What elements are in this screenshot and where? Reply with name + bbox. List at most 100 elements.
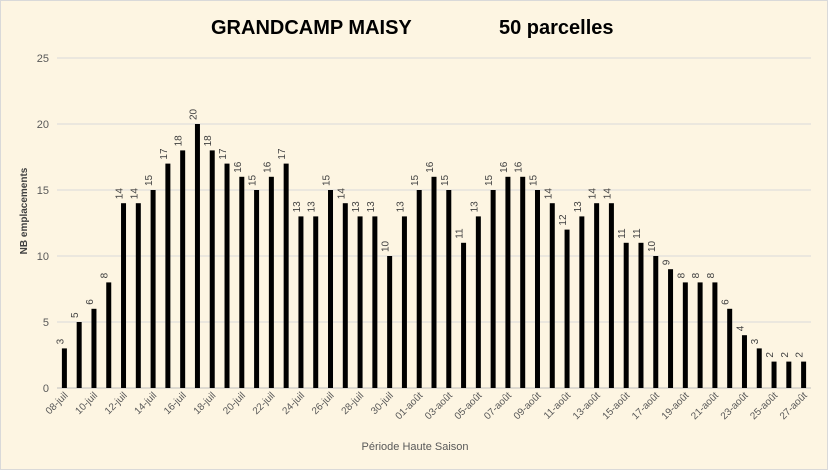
- data-label: 17: [159, 148, 170, 160]
- data-label: 13: [469, 201, 480, 213]
- data-label: 5: [70, 312, 81, 318]
- data-label: 10: [381, 240, 392, 252]
- data-label: 2: [765, 352, 776, 358]
- bar: [697, 282, 703, 388]
- data-label: 17: [277, 148, 288, 160]
- data-label: 11: [455, 228, 466, 239]
- bar: [298, 216, 304, 388]
- bar: [534, 190, 540, 388]
- bar: [224, 163, 230, 388]
- bar: [135, 203, 141, 388]
- x-tick-label: 28-juil: [340, 390, 367, 417]
- x-tick-label: 17-août: [630, 390, 662, 422]
- data-label: 3: [55, 338, 66, 344]
- x-tick-label: 07-août: [482, 390, 514, 422]
- x-tick-label: 27-août: [778, 390, 810, 422]
- data-label: 15: [248, 174, 259, 186]
- data-label: 8: [676, 272, 687, 278]
- bar: [180, 150, 186, 388]
- bar: [342, 203, 348, 388]
- bar: [564, 229, 570, 388]
- x-tick-label: 15-août: [601, 390, 633, 422]
- bar: [372, 216, 378, 388]
- data-label: 16: [262, 161, 273, 173]
- bar: [786, 361, 792, 388]
- data-label: 17: [218, 148, 229, 160]
- bar: [165, 163, 171, 388]
- data-label: 16: [499, 161, 510, 173]
- data-label: 15: [322, 174, 333, 186]
- bar: [475, 216, 481, 388]
- bar: [505, 176, 511, 388]
- x-tick-label: 18-juil: [192, 390, 219, 417]
- data-label: 18: [174, 135, 185, 147]
- bar: [594, 203, 600, 388]
- bar: [446, 190, 452, 388]
- bar: [549, 203, 555, 388]
- bar: [623, 242, 629, 388]
- bar: [401, 216, 407, 388]
- data-label: 13: [292, 201, 303, 213]
- bar: [76, 322, 82, 388]
- x-tick-label: 24-juil: [280, 390, 307, 417]
- chart-subtitle: 50 parcelles: [499, 17, 614, 39]
- y-axis-title: NB emplacements: [19, 167, 30, 254]
- data-label: 13: [395, 201, 406, 213]
- bar: [461, 242, 467, 388]
- bar: [771, 361, 777, 388]
- y-tick-label: 0: [43, 383, 49, 395]
- data-label: 15: [144, 174, 155, 186]
- bar: [91, 308, 97, 388]
- bar: [239, 176, 245, 388]
- data-label: 13: [573, 201, 584, 213]
- data-label: 16: [514, 161, 525, 173]
- data-label: 12: [558, 214, 569, 226]
- data-label: 11: [632, 228, 643, 239]
- bar: [357, 216, 363, 388]
- data-label: 8: [100, 272, 111, 278]
- bar: [268, 176, 274, 388]
- x-tick-label: 26-juil: [310, 390, 337, 417]
- data-label: 3: [750, 338, 761, 344]
- data-label: 14: [602, 188, 613, 200]
- x-tick-label: 03-août: [423, 390, 455, 422]
- x-tick-label: 09-août: [512, 390, 544, 422]
- bar: [712, 282, 718, 388]
- data-label: 8: [706, 272, 717, 278]
- data-label: 2: [780, 352, 791, 358]
- bar: [194, 124, 200, 388]
- data-label: 10: [647, 240, 658, 252]
- bar: [682, 282, 688, 388]
- bar: [638, 242, 644, 388]
- bar: [328, 190, 334, 388]
- data-label: 15: [484, 174, 495, 186]
- y-tick-label: 10: [37, 251, 49, 263]
- bar: [61, 348, 67, 388]
- bar: [490, 190, 496, 388]
- x-tick-label: 13-août: [571, 390, 603, 422]
- y-tick-label: 5: [43, 317, 49, 329]
- x-tick-label: 11-août: [542, 390, 573, 421]
- x-tick-label: 01-août: [394, 390, 426, 422]
- data-label: 13: [366, 201, 377, 213]
- data-label: 6: [85, 299, 96, 305]
- x-tick-label: 14-juil: [133, 390, 160, 417]
- x-tick-label: 19-août: [660, 390, 692, 422]
- bar: [801, 361, 807, 388]
- data-label: 20: [188, 108, 199, 120]
- bar: [756, 348, 762, 388]
- data-label: 4: [735, 325, 746, 331]
- data-label: 9: [662, 259, 673, 265]
- data-label: 13: [307, 201, 318, 213]
- x-tick-label: 16-juil: [162, 390, 189, 417]
- x-tick-label: 22-juil: [251, 390, 278, 417]
- y-tick-label: 20: [37, 119, 49, 131]
- data-label: 15: [440, 174, 451, 186]
- data-label: 13: [351, 201, 362, 213]
- bar: [150, 190, 156, 388]
- data-label: 14: [115, 188, 126, 200]
- x-tick-label: 05-août: [453, 390, 485, 422]
- data-label: 14: [336, 188, 347, 200]
